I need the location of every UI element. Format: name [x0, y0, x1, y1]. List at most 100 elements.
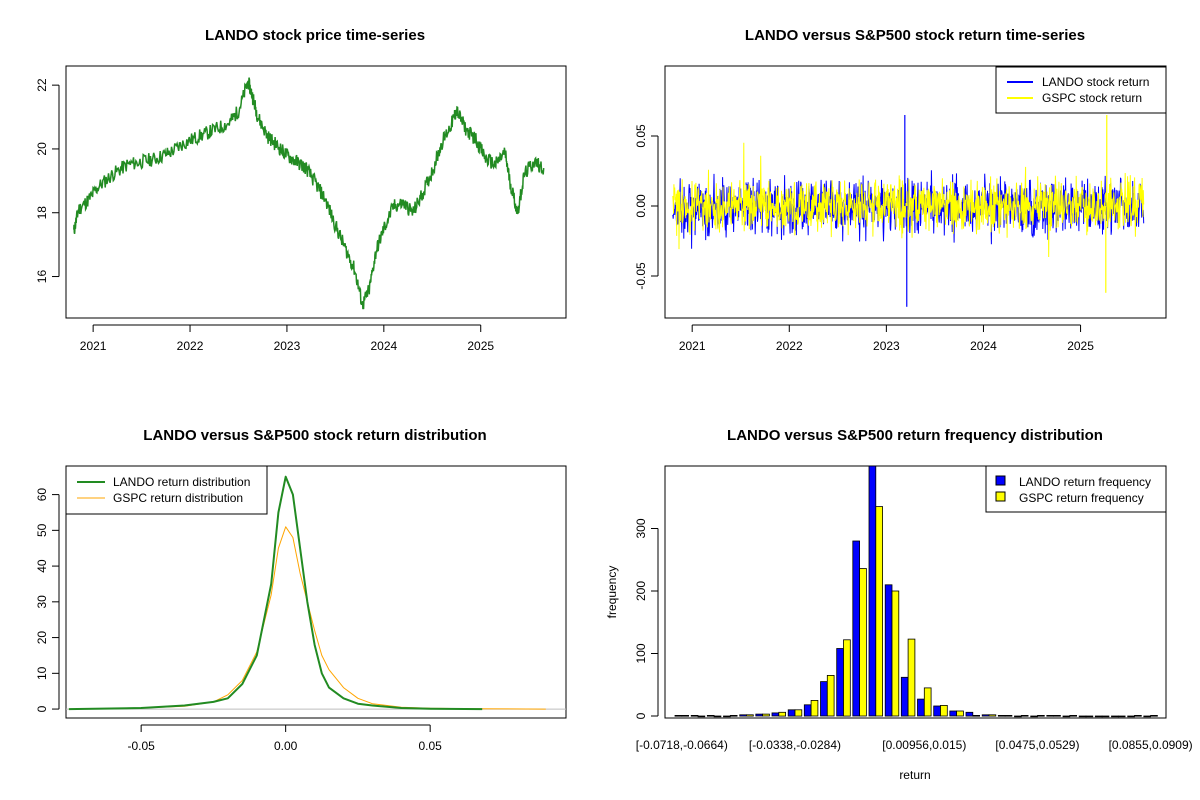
legend-box: [995, 66, 1167, 114]
gspc-frequency-bar: [729, 715, 738, 717]
gspc-frequency-bar: [778, 711, 786, 717]
lando-frequency-bar: [965, 711, 974, 717]
y-tick-label: 30: [35, 595, 49, 609]
x-tick-label: 2021: [80, 339, 107, 353]
gspc-frequency-bar: [988, 714, 997, 717]
y-tick-label: 50: [35, 523, 49, 537]
lando-frequency-bar: [803, 704, 812, 717]
legend-label-gspc: GSPC return distribution: [113, 491, 243, 505]
x-tick-label: 2025: [1067, 339, 1094, 353]
lando-frequency-bar: [674, 715, 683, 717]
lando-return-line: [672, 170, 1145, 249]
y-tick-label: 18: [35, 206, 49, 220]
chart-title: LANDO versus S&P500 return frequency dis…: [727, 427, 1103, 444]
y-tick-label: 0.05: [634, 124, 648, 148]
x-axis-label: return: [899, 768, 930, 782]
lando-frequency-bar: [1094, 715, 1103, 718]
x-tick-label: 0.05: [418, 739, 442, 753]
x-tick-label: 2021: [679, 339, 706, 353]
gspc-frequency-bar: [972, 715, 980, 717]
gspc-frequency-bar: [697, 715, 706, 718]
x-tick-label: 2022: [776, 339, 803, 353]
legend-label-gspc: GSPC return frequency: [1019, 491, 1144, 505]
lando-frequency-bar: [836, 648, 844, 717]
gspc-frequency-bar: [1117, 715, 1126, 718]
lando-frequency-bar: [787, 709, 796, 717]
lando-frequency-bar: [1062, 715, 1071, 718]
plot-frame: [664, 65, 1167, 319]
y-tick-label: 20: [35, 142, 49, 156]
y-tick-label: 22: [35, 78, 49, 92]
y-tick-label: 16: [35, 270, 49, 284]
gspc-frequency-bar: [1020, 715, 1029, 717]
legend-label-lando: LANDO return frequency: [1019, 475, 1151, 489]
legend: LANDO return distribution GSPC return di…: [65, 465, 268, 515]
lando-frequency-bar: [755, 713, 763, 717]
legend-swatch-lando: [995, 475, 1006, 486]
lando-frequency-bar: [884, 584, 893, 717]
gspc-frequency-bar: [762, 713, 770, 717]
x-tick-label: [0.0475,0.0529): [995, 738, 1079, 752]
lando-density-line: [68, 475, 483, 711]
x-tick-label: 2022: [177, 339, 204, 353]
gspc-frequency-bar: [891, 590, 900, 717]
x-tick-label: -0.05: [127, 739, 155, 753]
legend-swatch-gspc: [995, 491, 1006, 502]
return-timeseries-chart: LANDO versus S&P500 stock return time-se…: [634, 27, 1167, 353]
lando-frequency-bar: [1078, 715, 1087, 718]
gspc-frequency-bar: [843, 639, 851, 717]
gspc-frequency-bar: [681, 715, 689, 717]
gspc-frequency-bar: [826, 675, 835, 717]
y-tick-label: 20: [35, 631, 49, 645]
lando-frequency-bar: [852, 540, 860, 717]
gspc-frequency-bar: [923, 687, 932, 717]
lando-frequency-bar: [981, 714, 990, 717]
legend-box: [985, 465, 1167, 513]
y-tick-label: 100: [634, 643, 648, 663]
lando-frequency-bar: [723, 715, 731, 718]
gspc-density-line: [68, 526, 546, 710]
lando-frequency-bar: [820, 681, 828, 717]
y-tick-label: 300: [634, 518, 648, 538]
y-tick-label: 0: [35, 705, 49, 712]
x-tick-label: 0.00: [274, 739, 298, 753]
lando-frequency-bar: [917, 698, 925, 717]
lando-frequency-bar: [1014, 715, 1022, 718]
return-histogram-chart: LANDO versus S&P500 return frequency dis…: [605, 427, 1193, 782]
gspc-frequency-bar: [940, 705, 948, 717]
gspc-frequency-bar: [1053, 715, 1061, 717]
lando-frequency-bar: [739, 714, 747, 717]
legend-box: [65, 465, 268, 515]
plot-frame: [65, 65, 567, 319]
lando-frequency-bar: [1030, 715, 1038, 718]
x-tick-label: 2025: [467, 339, 494, 353]
x-tick-label: [0.00956,0.015): [882, 738, 966, 752]
x-tick-label: [0.0855,0.0909): [1109, 738, 1193, 752]
gspc-frequency-bar: [1069, 715, 1078, 717]
gspc-frequency-bar: [1101, 715, 1110, 718]
lando-frequency-bar: [1127, 715, 1135, 718]
plot-frame: [65, 465, 567, 719]
gspc-frequency-bar: [859, 568, 867, 717]
gspc-frequency-bar: [1134, 715, 1142, 717]
return-density-chart: LANDO versus S&P500 stock return distrib…: [35, 427, 567, 753]
lando-frequency-bar: [706, 715, 715, 717]
gspc-frequency-bar: [1004, 715, 1013, 717]
lando-frequency-bar: [868, 466, 877, 717]
y-tick-label: 0.00: [634, 194, 648, 218]
lando-frequency-bar: [997, 715, 1006, 717]
price-chart: LANDO stock price time-series 2021 2022 20…: [35, 27, 567, 353]
gspc-frequency-bar: [1085, 715, 1094, 718]
y-tick-label: 200: [634, 581, 648, 601]
gspc-frequency-bar: [907, 638, 916, 717]
lando-frequency-bar: [949, 710, 957, 717]
x-tick-label: 2024: [370, 339, 397, 353]
gspc-frequency-bar: [1037, 715, 1045, 717]
lando-frequency-bar: [771, 712, 780, 717]
legend-label-gspc: GSPC stock return: [1042, 91, 1142, 105]
y-tick-label: 10: [35, 666, 49, 680]
plot-frame: [664, 465, 1167, 719]
gspc-frequency-bar: [810, 700, 819, 717]
legend-label-lando: LANDO return distribution: [113, 475, 250, 489]
